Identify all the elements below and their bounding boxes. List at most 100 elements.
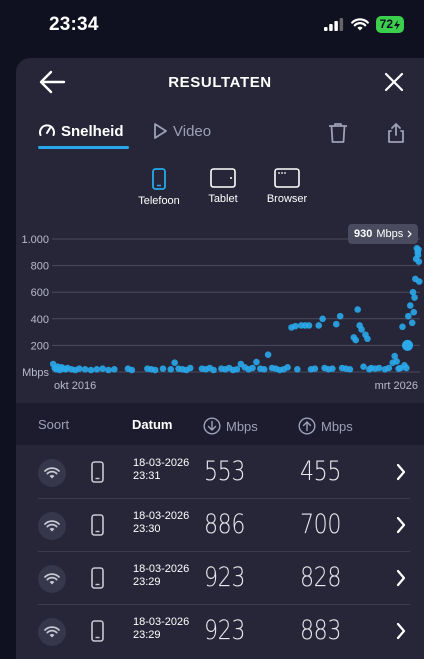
nav-bar: RESULTATEN — [16, 58, 424, 106]
connection-type — [38, 565, 66, 593]
data-point — [415, 278, 423, 285]
row-download: 886 — [204, 509, 246, 540]
data-point — [406, 302, 414, 309]
cellular-signal-icon — [323, 18, 343, 31]
data-point — [75, 365, 83, 372]
data-point — [81, 366, 89, 373]
row-datetime: 18-03-2026 23:29 — [133, 616, 189, 642]
column-date[interactable]: Datum — [132, 417, 172, 432]
row-upload: 455 — [300, 456, 342, 487]
row-date: 18-03-2026 — [133, 616, 190, 628]
data-point — [159, 365, 167, 372]
data-point — [151, 366, 159, 374]
active-tab-indicator — [38, 146, 129, 149]
row-date: 18-03-2026 — [133, 457, 190, 469]
y-tick-label: 600 — [31, 287, 49, 299]
device-tablet-label: Tablet — [208, 193, 238, 205]
data-point — [393, 358, 400, 365]
tab-speed-label: Snelheid — [61, 122, 124, 140]
data-point — [375, 364, 383, 372]
tab-speed[interactable]: Snelheid — [38, 122, 124, 140]
page-title: RESULTATEN — [168, 74, 272, 91]
data-point — [405, 312, 412, 320]
tablet-icon — [210, 168, 236, 188]
data-point — [105, 366, 112, 374]
selected-data-point — [402, 339, 414, 351]
phone-icon — [152, 168, 166, 190]
data-point — [167, 366, 175, 373]
device-tablet[interactable]: Tablet — [188, 168, 258, 205]
y-tick-label: 800 — [31, 261, 49, 273]
x-tick-label: okt 2016 — [54, 380, 96, 392]
data-point — [264, 351, 272, 359]
chevron-right-icon — [396, 622, 406, 640]
connection-type — [38, 512, 66, 540]
y-tick-label: 200 — [31, 340, 49, 352]
data-point — [311, 365, 319, 372]
phone-icon — [91, 514, 104, 536]
data-point — [292, 322, 299, 330]
data-point — [415, 246, 422, 253]
wifi-icon — [44, 626, 60, 638]
data-point — [364, 335, 371, 343]
data-point — [360, 363, 367, 370]
results-sheet: RESULTATEN Snelheid Video — [16, 58, 424, 659]
data-point — [385, 364, 393, 372]
trash-icon[interactable] — [328, 122, 348, 144]
wifi-status-icon — [350, 18, 369, 31]
row-datetime: 18-03-2026 23:30 — [133, 510, 189, 536]
table-row[interactable]: 18-03-2026 23:31 553 455 — [16, 446, 424, 499]
data-point — [253, 358, 260, 366]
column-download[interactable]: Mbps — [203, 417, 258, 435]
battery-indicator: 72 — [375, 16, 404, 33]
row-datetime: 18-03-2026 23:31 — [133, 457, 189, 483]
y-tick-label: 1.000 — [21, 234, 49, 246]
data-point — [411, 294, 418, 301]
data-point — [354, 306, 361, 313]
table-row[interactable]: 18-03-2026 23:29 923 828 — [16, 552, 424, 605]
row-download: 553 — [204, 456, 246, 487]
connection-type — [38, 459, 66, 487]
data-point — [352, 336, 360, 344]
share-icon[interactable] — [386, 122, 406, 144]
data-point — [336, 312, 344, 320]
device-phone-label: Telefoon — [138, 195, 180, 207]
download-arrow-icon — [203, 417, 221, 435]
device-phone[interactable]: Telefoon — [124, 168, 194, 207]
data-point — [87, 366, 95, 374]
data-point — [414, 251, 422, 259]
data-point — [329, 365, 336, 372]
column-upload[interactable]: Mbps — [298, 417, 353, 435]
chevron-right-icon — [396, 569, 406, 587]
device-browser[interactable]: Browser — [252, 168, 322, 205]
data-point — [409, 288, 417, 296]
column-upload-label: Mbps — [321, 418, 353, 434]
data-point — [249, 364, 256, 372]
tab-video[interactable]: Video — [152, 122, 211, 140]
row-datetime: 18-03-2026 23:29 — [133, 563, 189, 589]
chevron-right-icon — [396, 516, 406, 534]
connection-type — [38, 618, 66, 646]
row-download: 923 — [204, 615, 246, 646]
row-divider — [38, 498, 410, 499]
row-upload: 883 — [300, 615, 342, 646]
wifi-icon — [44, 573, 60, 585]
status-icons: 72 — [323, 16, 404, 33]
column-sort[interactable]: Soort — [38, 417, 69, 432]
phone-icon — [91, 461, 104, 483]
row-time: 23:31 — [133, 470, 161, 482]
column-download-label: Mbps — [226, 418, 258, 434]
back-arrow-icon[interactable] — [38, 68, 68, 96]
upload-arrow-icon — [298, 417, 316, 435]
table-row[interactable]: 18-03-2026 23:30 886 700 — [16, 499, 424, 552]
charging-bolt-icon — [394, 19, 400, 30]
data-point — [403, 364, 410, 372]
row-download: 923 — [204, 562, 246, 593]
data-point — [186, 364, 194, 372]
data-point — [260, 366, 268, 373]
data-point — [332, 320, 340, 328]
close-icon[interactable] — [382, 70, 406, 94]
data-point — [358, 326, 365, 333]
table-row[interactable]: 18-03-2026 23:29 923 883 — [16, 605, 424, 658]
row-upload: 828 — [300, 562, 342, 593]
